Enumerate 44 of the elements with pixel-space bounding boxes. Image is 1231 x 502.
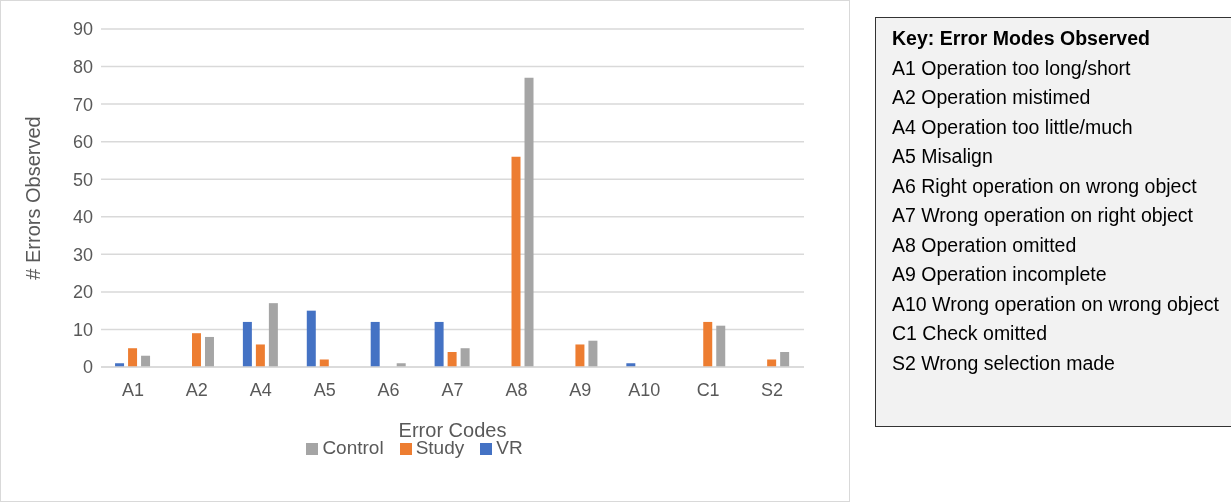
x-tick-label: C1 (696, 379, 720, 400)
y-tick-label: 90 (72, 19, 93, 40)
y-tick-label: 40 (72, 207, 93, 228)
bar (447, 351, 457, 367)
x-tick-label: A9 (569, 379, 592, 400)
y-tick-label: 50 (72, 169, 93, 190)
y-tick-label: 20 (72, 282, 93, 303)
bar (204, 336, 214, 367)
x-tick-label: A5 (313, 379, 336, 400)
bar (780, 351, 790, 367)
x-tick-label: A2 (185, 379, 208, 400)
bar (128, 348, 138, 367)
bar (460, 348, 470, 367)
y-tick-label: 10 (72, 319, 93, 340)
bar (268, 303, 278, 367)
y-tick-label: 60 (72, 132, 93, 153)
x-tick-label: A1 (121, 379, 144, 400)
bar (319, 359, 329, 367)
bar (716, 325, 726, 367)
y-tick-label: 80 (72, 56, 93, 77)
y-tick-label: 70 (72, 94, 93, 115)
y-tick-label: 0 (82, 357, 93, 378)
key-box: Key: Error Modes Observed A1 Operation too long/short A2 Operation mistimed A4 Operation too little/much A5 Misalign A6 Right operation on wrong object A7 Wrong operation on right object A8 Operation omitted A9 Operation incomplete A10 Wrong operation on wrong object C1 Check omitted S2 Wrong selection made (875, 17, 1231, 427)
y-axis-title: # Errors Observed (22, 116, 45, 280)
bar (588, 340, 598, 367)
x-tick-label: A7 (441, 379, 464, 400)
x-tick-label: A6 (377, 379, 400, 400)
bar (703, 321, 713, 367)
bar (306, 310, 316, 367)
bar (524, 77, 534, 367)
x-tick-label: A4 (249, 379, 272, 400)
bar (242, 321, 252, 367)
bar (191, 333, 201, 367)
x-tick-label: A8 (505, 379, 528, 400)
x-tick-label: S2 (761, 379, 784, 400)
y-tick-label: 30 (72, 244, 93, 265)
bar (370, 321, 380, 367)
bar (767, 359, 777, 367)
x-tick-label: A10 (628, 379, 661, 400)
bar (434, 321, 444, 367)
bar (575, 344, 585, 367)
legend-label: Control (322, 437, 384, 458)
bar (511, 156, 521, 367)
bar (255, 344, 265, 367)
